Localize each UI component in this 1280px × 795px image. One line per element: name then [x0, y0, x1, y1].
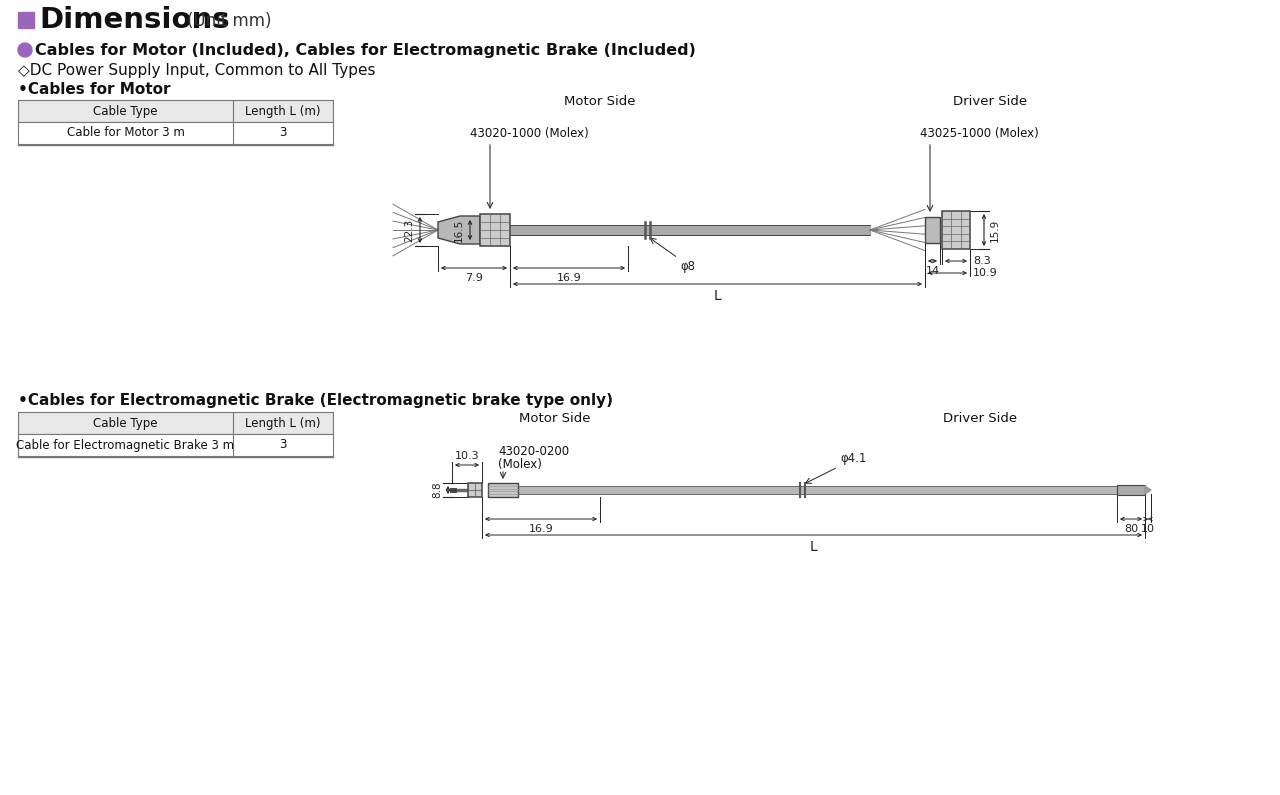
Bar — [1117, 485, 1146, 495]
Text: (Molex): (Molex) — [498, 458, 541, 471]
Text: L: L — [810, 540, 818, 554]
Circle shape — [18, 43, 32, 57]
Text: 10.9: 10.9 — [973, 268, 997, 278]
Text: Driver Side: Driver Side — [952, 95, 1027, 108]
Text: 22.3: 22.3 — [404, 219, 413, 242]
Text: Cables for Motor (Included), Cables for Electromagnetic Brake (Included): Cables for Motor (Included), Cables for … — [35, 42, 696, 57]
Bar — [18, 434, 333, 456]
Text: ◇DC Power Supply Input, Common to All Types: ◇DC Power Supply Input, Common to All Ty… — [18, 63, 375, 77]
Text: Cable Type: Cable Type — [93, 417, 157, 429]
Text: •Cables for Motor: •Cables for Motor — [18, 82, 170, 96]
Text: Length L (m): Length L (m) — [246, 417, 321, 429]
Text: 16.9: 16.9 — [529, 524, 553, 534]
Text: 8.8: 8.8 — [433, 482, 442, 498]
Text: 14: 14 — [925, 266, 940, 276]
Bar — [18, 412, 333, 434]
Text: φ4.1: φ4.1 — [840, 452, 867, 465]
Bar — [18, 122, 333, 144]
Text: Motor Side: Motor Side — [564, 95, 636, 108]
Bar — [925, 217, 940, 243]
Bar — [18, 100, 333, 122]
Text: φ8: φ8 — [680, 260, 695, 273]
Text: Dimensions: Dimensions — [38, 6, 229, 34]
Text: 16.9: 16.9 — [557, 273, 581, 283]
Text: 43025-1000 (Molex): 43025-1000 (Molex) — [920, 127, 1039, 140]
Text: 43020-1000 (Molex): 43020-1000 (Molex) — [470, 127, 589, 140]
Polygon shape — [1146, 486, 1151, 494]
Text: •Cables for Electromagnetic Brake (Electromagnetic brake type only): •Cables for Electromagnetic Brake (Elect… — [18, 393, 613, 408]
Text: Driver Side: Driver Side — [943, 412, 1018, 425]
Text: L: L — [714, 289, 722, 303]
Bar — [942, 211, 970, 249]
Text: (Unit mm): (Unit mm) — [187, 12, 271, 30]
Text: 15.9: 15.9 — [989, 219, 1000, 242]
Text: 10.3: 10.3 — [454, 451, 479, 461]
Bar — [480, 214, 509, 246]
Text: 8.3: 8.3 — [973, 256, 991, 266]
Text: Cable for Motor 3 m: Cable for Motor 3 m — [67, 126, 184, 139]
Bar — [18, 12, 35, 28]
Polygon shape — [438, 216, 480, 244]
Bar — [468, 483, 483, 497]
Text: 7.9: 7.9 — [465, 273, 483, 283]
Text: Motor Side: Motor Side — [520, 412, 591, 425]
Bar — [488, 483, 518, 497]
Text: Cable Type: Cable Type — [93, 104, 157, 118]
Text: 10: 10 — [1140, 524, 1155, 534]
Text: 3: 3 — [279, 439, 287, 452]
Text: 43020-0200: 43020-0200 — [498, 445, 570, 458]
Text: Cable for Electromagnetic Brake 3 m: Cable for Electromagnetic Brake 3 m — [17, 439, 234, 452]
Text: 80: 80 — [1124, 524, 1138, 534]
Text: 3: 3 — [279, 126, 287, 139]
Text: 16.5: 16.5 — [454, 219, 465, 242]
Text: Length L (m): Length L (m) — [246, 104, 321, 118]
